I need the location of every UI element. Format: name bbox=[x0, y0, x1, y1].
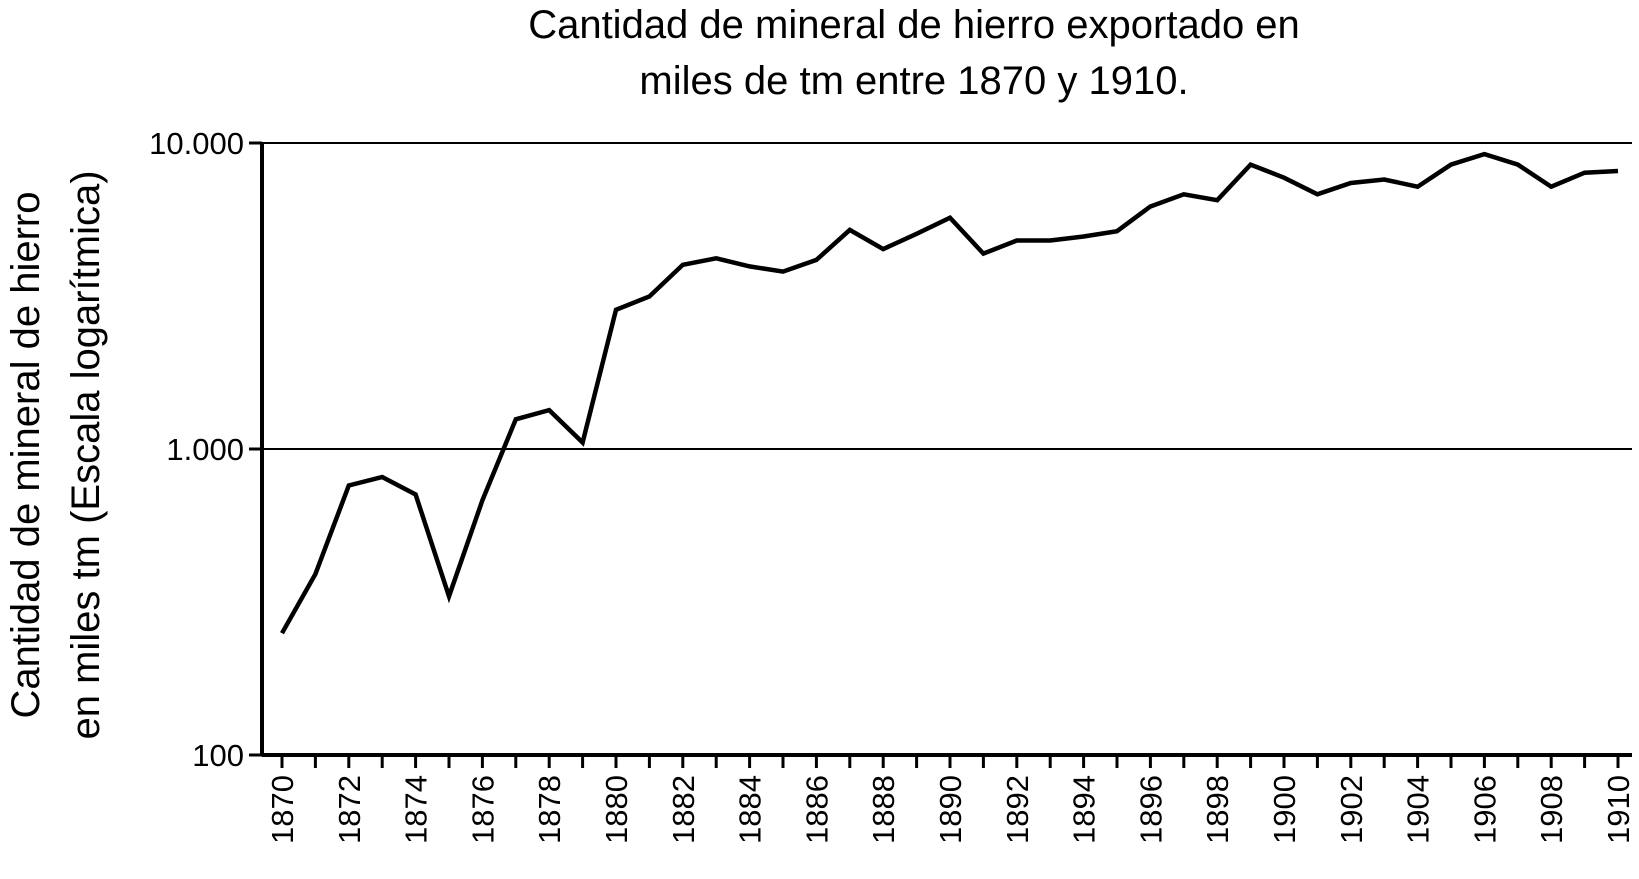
x-tick-label-8: 1886 bbox=[799, 775, 834, 844]
x-tick-label-20: 1910 bbox=[1601, 775, 1636, 844]
x-tick-label-18: 1906 bbox=[1467, 775, 1502, 844]
x-tick-label-2: 1874 bbox=[399, 775, 434, 844]
series-line-0 bbox=[280, 151, 1619, 635]
y-tick-label-2: 10.000 bbox=[149, 126, 244, 161]
x-tick-label-19: 1908 bbox=[1534, 775, 1569, 844]
chart-title-line-1: Cantidad de mineral de hierro exportado … bbox=[528, 3, 1300, 47]
x-tick-label-1: 1872 bbox=[332, 775, 367, 844]
y-axis-label-line-1: Cantidad de mineral de hierro bbox=[4, 192, 48, 719]
y-tick-label-0: 100 bbox=[192, 738, 244, 773]
y-axis-label-line-2: en miles tm (Escala logarítmica) bbox=[64, 170, 108, 739]
x-tick-label-7: 1884 bbox=[733, 775, 768, 844]
chart-title-line-2: miles de tm entre 1870 y 1910. bbox=[639, 59, 1188, 103]
y-tick-label-1: 1.000 bbox=[166, 432, 244, 467]
chart-title: Cantidad de mineral de hierro exportado … bbox=[528, 3, 1300, 103]
x-axis-ticks: 1870 1872 1874 1876 1878 1880 1882 1884 1886 1888… bbox=[265, 755, 1636, 844]
y-axis-ticks: 100 1.000 10.000 bbox=[149, 126, 262, 773]
x-tick-label-6: 1882 bbox=[666, 775, 701, 844]
y-axis-label: Cantidad de mineral de hierro en miles t… bbox=[4, 170, 108, 739]
x-tick-label-14: 1898 bbox=[1200, 775, 1235, 844]
x-tick-label-16: 1902 bbox=[1334, 775, 1369, 844]
x-tick-label-10: 1890 bbox=[933, 775, 968, 844]
x-tick-label-3: 1876 bbox=[465, 775, 500, 844]
x-tick-label-5: 1880 bbox=[599, 775, 634, 844]
data-series bbox=[280, 151, 1619, 635]
x-tick-label-15: 1900 bbox=[1267, 775, 1302, 844]
x-tick-label-12: 1894 bbox=[1067, 775, 1102, 844]
x-tick-label-11: 1892 bbox=[1000, 775, 1035, 844]
gridlines bbox=[262, 142, 1632, 450]
x-tick-label-9: 1888 bbox=[866, 775, 901, 844]
x-tick-label-4: 1878 bbox=[532, 775, 567, 844]
x-tick-label-13: 1896 bbox=[1133, 775, 1168, 844]
x-tick-label-0: 1870 bbox=[265, 775, 300, 844]
x-tick-label-17: 1904 bbox=[1401, 775, 1436, 844]
